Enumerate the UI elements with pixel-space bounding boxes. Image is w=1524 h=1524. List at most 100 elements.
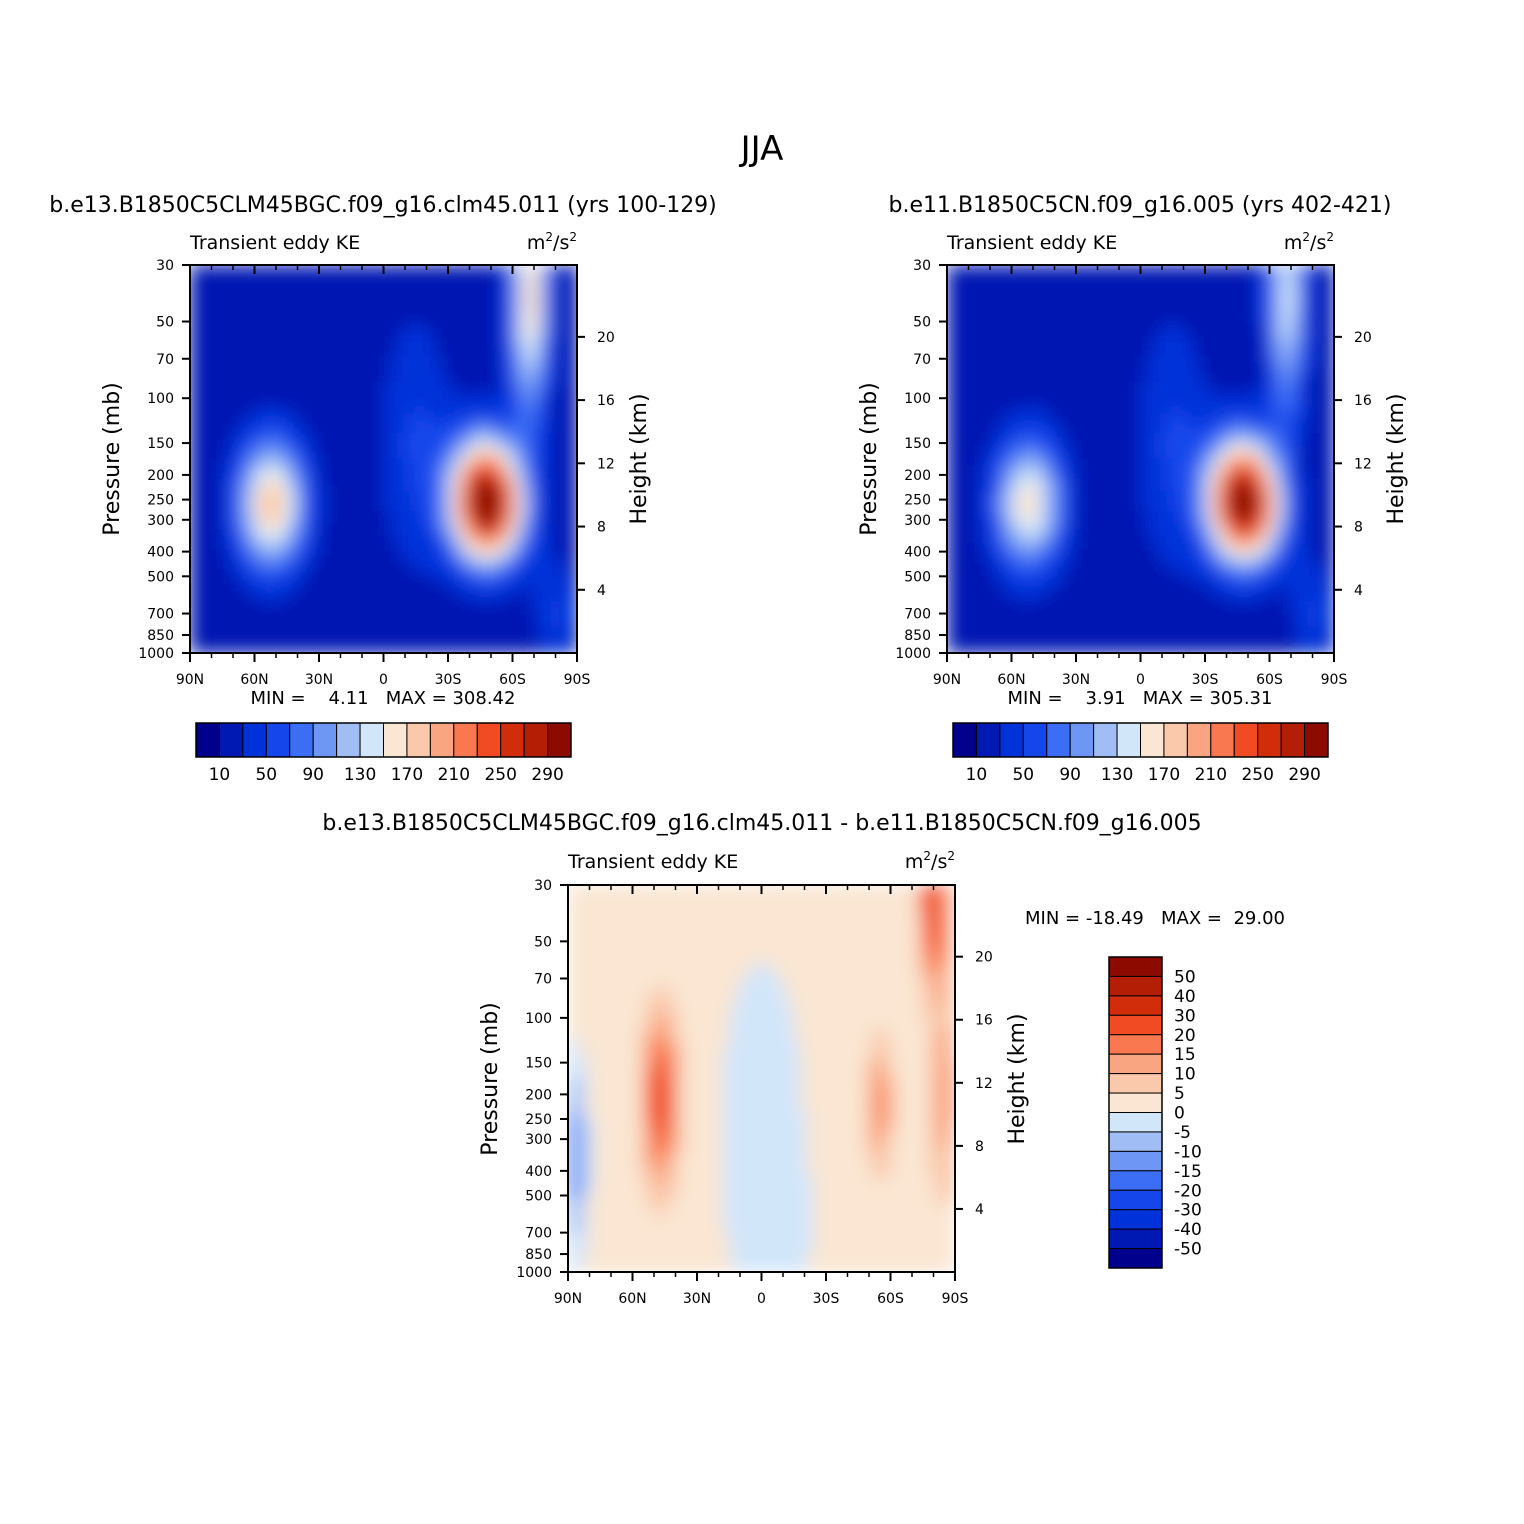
- field-cell: [1011, 329, 1019, 337]
- field-cell: [344, 413, 352, 421]
- y-tick-label: 850: [147, 628, 174, 644]
- field-cell: [312, 530, 320, 538]
- field-cell: [1095, 342, 1103, 350]
- field-cell: [493, 640, 501, 648]
- field-cell: [435, 459, 443, 467]
- field-cell: [1301, 284, 1309, 292]
- field-cell: [325, 510, 333, 518]
- field-cell: [512, 277, 520, 285]
- field-cell: [460, 568, 468, 576]
- field-cell: [306, 556, 314, 564]
- field-cell: [351, 355, 359, 363]
- field-cell: [325, 530, 333, 538]
- field-cell: [260, 271, 268, 279]
- field-cell: [493, 342, 501, 350]
- y-tick-label: 300: [147, 513, 174, 529]
- field-cell: [1243, 336, 1251, 344]
- field-cell: [228, 265, 236, 273]
- field-cell: [570, 530, 577, 538]
- field-cell: [473, 562, 481, 570]
- field-cell: [351, 362, 359, 370]
- field-cell: [506, 601, 514, 609]
- field-cell: [486, 426, 494, 434]
- field-cell: [1088, 284, 1096, 292]
- field-cell: [1153, 362, 1161, 370]
- field-cell: [293, 646, 301, 653]
- field-cell: [454, 277, 462, 285]
- field-cell: [402, 316, 410, 324]
- field-cell: [215, 594, 223, 602]
- field-cell: [1005, 265, 1013, 273]
- field-cell: [512, 459, 520, 467]
- field-cell: [228, 284, 236, 292]
- field-cell: [467, 484, 475, 492]
- field-cell: [325, 459, 333, 467]
- field-cell: [1288, 368, 1296, 376]
- field-cell: [959, 394, 967, 402]
- field-cell: [467, 413, 475, 421]
- field-cell: [557, 607, 565, 615]
- field-cell: [1153, 374, 1161, 382]
- field-cell: [1211, 271, 1219, 279]
- field-cell: [389, 368, 397, 376]
- field-cell: [441, 297, 449, 305]
- field-cell: [1308, 342, 1316, 350]
- field-cell: [312, 355, 320, 363]
- field-cell: [273, 297, 281, 305]
- field-cell: [286, 620, 294, 628]
- field-cell: [428, 394, 436, 402]
- field-cell: [1114, 387, 1122, 395]
- field-cell: [1011, 342, 1019, 350]
- field-cell: [235, 368, 243, 376]
- field-cell: [299, 543, 307, 551]
- field-cell: [1017, 394, 1025, 402]
- field-cell: [557, 290, 565, 298]
- field-cell: [493, 517, 501, 525]
- field-cell: [306, 497, 314, 505]
- field-cell: [506, 504, 514, 512]
- field-cell: [202, 523, 210, 531]
- field-cell: [312, 316, 320, 324]
- field-cell: [441, 594, 449, 602]
- field-cell: [1134, 349, 1142, 357]
- field-cell: [512, 284, 520, 292]
- field-cell: [480, 484, 488, 492]
- field-cell: [959, 349, 967, 357]
- field-cell: [196, 394, 204, 402]
- field-cell: [319, 581, 327, 589]
- field-cell: [338, 310, 346, 318]
- field-cell: [454, 523, 462, 531]
- field-cell: [570, 614, 577, 622]
- field-cell: [499, 316, 507, 324]
- field-cell: [241, 284, 249, 292]
- field-cell: [551, 452, 559, 460]
- field-cell: [415, 265, 423, 273]
- field-cell: [1211, 303, 1219, 311]
- field-cell: [512, 517, 520, 525]
- field-cell: [525, 517, 533, 525]
- field-cell: [280, 265, 288, 273]
- field-cell: [544, 290, 552, 298]
- field-cell: [422, 420, 430, 428]
- field-cell: [499, 284, 507, 292]
- field-cell: [551, 426, 559, 434]
- field-cell: [331, 323, 339, 331]
- field-cell: [493, 446, 501, 454]
- field-cell: [267, 439, 275, 447]
- field-cell: [280, 336, 288, 344]
- field-cell: [1230, 290, 1238, 298]
- field-cell: [267, 594, 275, 602]
- field-cell: [312, 336, 320, 344]
- field-cell: [241, 355, 249, 363]
- field-cell: [254, 594, 262, 602]
- field-cell: [1205, 342, 1213, 350]
- field-cell: [357, 497, 365, 505]
- field-cell: [260, 355, 268, 363]
- field-cell: [299, 633, 307, 641]
- field-cell: [493, 362, 501, 370]
- field-cell: [525, 549, 533, 557]
- field-cell: [273, 433, 281, 441]
- field-cell: [480, 310, 488, 318]
- field-cell: [396, 627, 404, 635]
- field-cell: [1069, 336, 1077, 344]
